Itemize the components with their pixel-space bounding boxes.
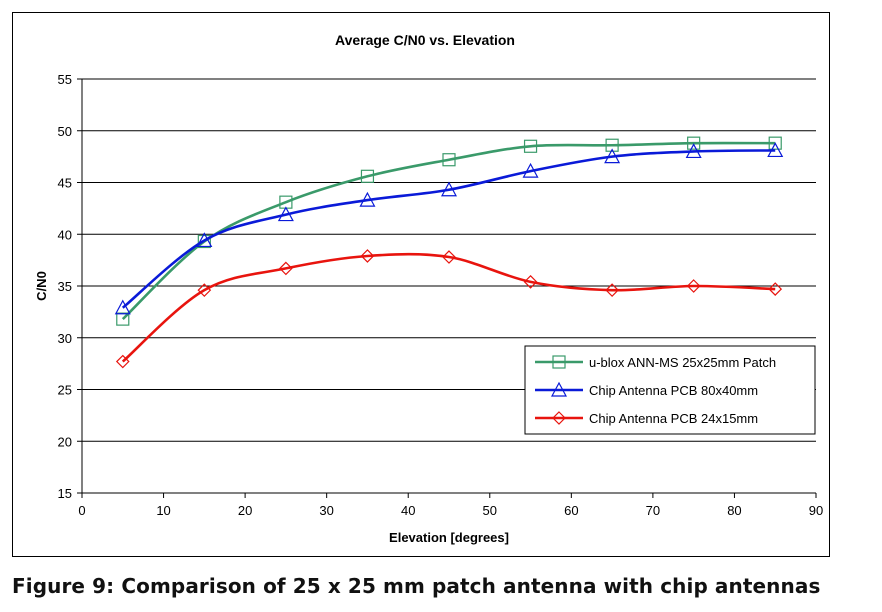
y-tick-label: 35: [58, 279, 72, 294]
legend-label: Chip Antenna PCB 80x40mm: [589, 383, 758, 398]
x-tick-label: 0: [78, 503, 85, 518]
data-point-series-2: [359, 191, 376, 207]
data-point-series-1: [687, 136, 701, 150]
data-point-series-1: [116, 312, 130, 326]
x-tick-label: 90: [809, 503, 823, 518]
data-point-series-1: [523, 139, 538, 153]
data-point-series-2: [114, 299, 131, 315]
series-line-2: [121, 149, 776, 309]
x-axis-title: Elevation [degrees]: [389, 530, 509, 545]
data-point-series-1: [360, 169, 375, 183]
data-point-series-3: [442, 250, 456, 264]
x-tick-label: 80: [727, 503, 741, 518]
y-tick-label: 15: [58, 486, 72, 501]
legend-swatch-marker: [550, 381, 568, 397]
data-point-series-1: [605, 138, 619, 152]
series-line-3: [121, 252, 776, 363]
y-tick-label: 25: [58, 383, 72, 398]
y-tick-label: 30: [58, 331, 72, 346]
data-point-series-1: [197, 234, 211, 249]
x-tick-label: 70: [646, 503, 660, 518]
legend-label: Chip Antenna PCB 24x15mm: [589, 411, 758, 426]
data-point-series-3: [360, 249, 375, 263]
y-axis-title: C/N0: [34, 271, 49, 301]
y-tick-label: 20: [58, 434, 72, 449]
y-tick-label: 50: [58, 124, 72, 139]
data-point-series-2: [440, 181, 458, 197]
y-tick-label: 40: [58, 227, 72, 242]
y-tick-label: 45: [58, 176, 72, 191]
data-point-series-3: [523, 275, 538, 289]
x-tick-label: 10: [156, 503, 170, 518]
x-tick-label: 20: [238, 503, 252, 518]
data-point-series-2: [604, 148, 621, 164]
data-point-series-1: [442, 153, 456, 167]
data-point-series-3: [605, 283, 619, 297]
legend-swatch-marker: [552, 411, 566, 425]
figure-caption: Figure 9: Comparison of 25 x 25 mm patch…: [12, 574, 821, 598]
series-line-1: [121, 141, 776, 321]
x-tick-label: 50: [483, 503, 497, 518]
data-point-series-3: [197, 283, 212, 297]
data-point-series-1: [768, 136, 782, 150]
y-tick-label: 55: [58, 72, 72, 87]
data-point-series-3: [279, 261, 293, 276]
chart-title: Average C/N0 vs. Elevation: [335, 32, 515, 48]
x-tick-label: 60: [564, 503, 578, 518]
data-point-series-3: [686, 279, 701, 293]
x-tick-label: 40: [401, 503, 415, 518]
data-point-series-3: [768, 282, 783, 296]
legend-swatch-marker: [552, 355, 566, 369]
data-point-series-2: [685, 143, 702, 159]
data-point-series-2: [196, 232, 213, 248]
x-tick-label: 30: [319, 503, 333, 518]
data-point-series-3: [115, 354, 130, 369]
data-point-series-2: [522, 162, 539, 178]
data-point-series-2: [767, 142, 784, 158]
data-point-series-2: [277, 206, 294, 222]
legend-label: u-blox ANN-MS 25x25mm Patch: [589, 355, 776, 370]
